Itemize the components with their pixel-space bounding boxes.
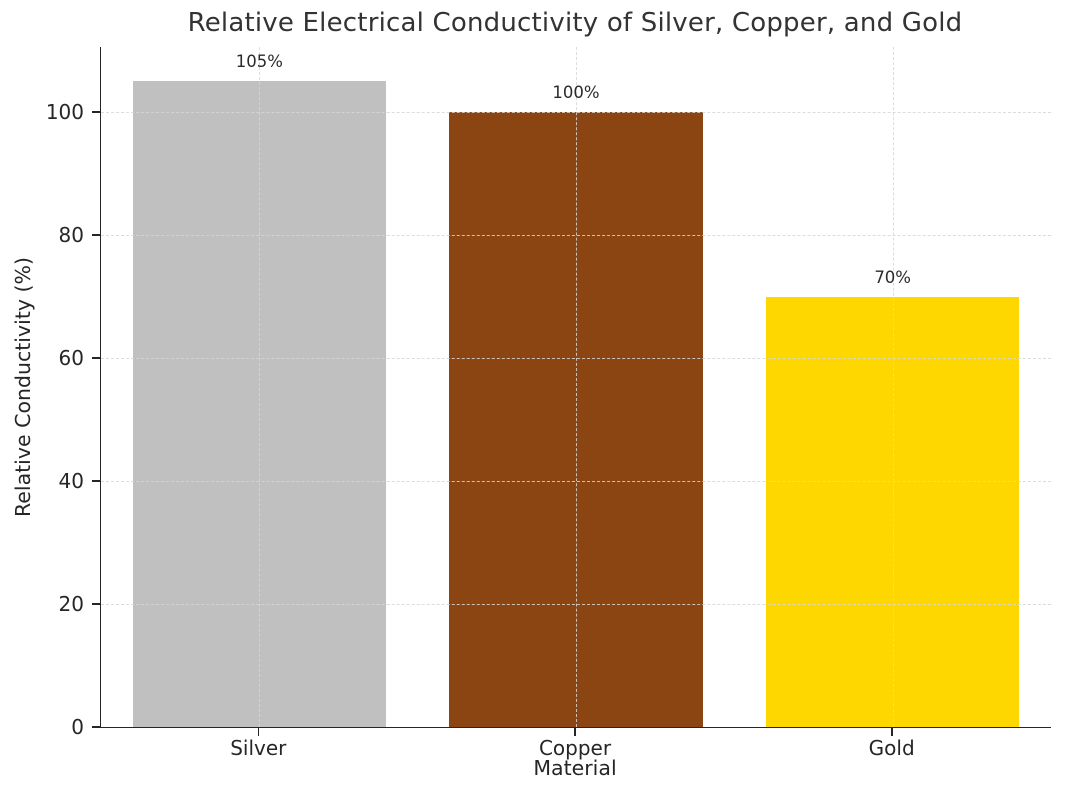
x-tick-label: Copper — [538, 736, 612, 760]
y-tick-mark — [92, 111, 100, 114]
x-axis-title: Material — [533, 756, 617, 780]
y-tick-mark — [92, 357, 100, 359]
x-tick-mark — [257, 728, 260, 736]
x-tick-label: Gold — [868, 736, 915, 760]
bar-gold — [766, 296, 1020, 727]
y-tick-label: 60 — [58, 346, 84, 371]
bar-value-label: 70% — [874, 267, 911, 287]
y-tick-mark — [92, 480, 100, 482]
y-tick-mark — [92, 234, 100, 237]
y-axis: 0 20 40 60 80 100 — [0, 47, 100, 739]
bar-silver — [132, 81, 386, 727]
bar-value-label: 100% — [552, 83, 600, 103]
y-tick-label: 40 — [58, 469, 84, 494]
y-tick-label: 0 — [71, 715, 84, 739]
bar-copper — [449, 112, 703, 727]
x-tick-mark — [574, 728, 576, 736]
y-tick-mark — [92, 726, 100, 728]
x-tick-label: Silver — [230, 736, 287, 760]
y-tick-label: 100 — [45, 100, 84, 125]
bar-value-label: 105% — [235, 52, 283, 72]
plot-area: 105% 100% 70% — [100, 47, 1051, 728]
y-tick-mark — [92, 603, 100, 605]
x-axis: Silver Copper Gold — [100, 727, 1050, 787]
y-tick-label: 80 — [58, 223, 84, 248]
x-tick-mark — [890, 728, 893, 736]
chart-title: Relative Electrical Conductivity of Silv… — [187, 8, 963, 38]
y-tick-label: 20 — [58, 592, 84, 617]
